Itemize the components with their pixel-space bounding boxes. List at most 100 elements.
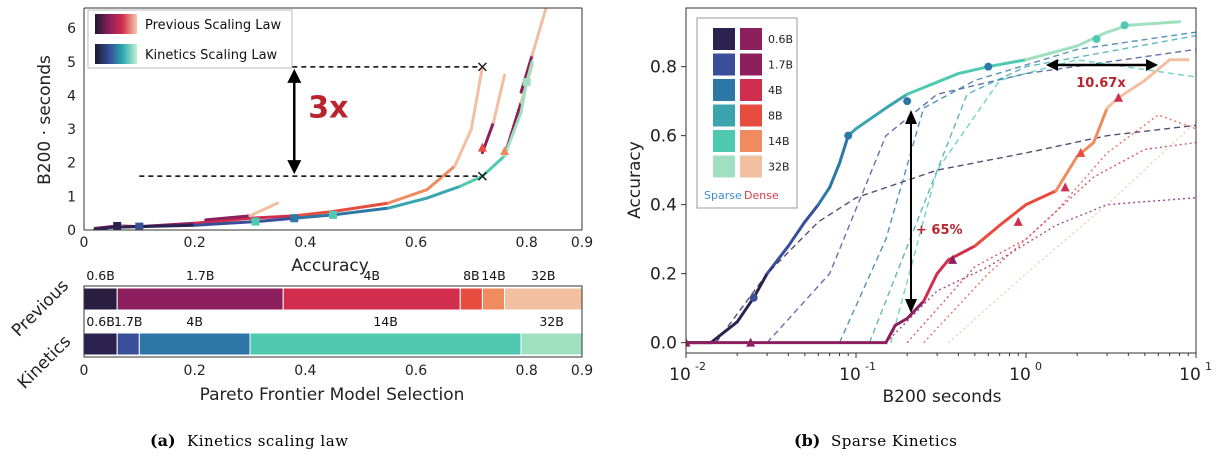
model-segment-previous: [459, 287, 483, 311]
model-segment-previous: [504, 287, 583, 311]
accuracy-point: [1060, 182, 1070, 192]
speedup-3x-label: 3x: [308, 91, 348, 126]
a-x-tick-label: 0.2: [184, 235, 206, 251]
legend-swatch-dense: [740, 28, 762, 50]
bar-frame: [83, 285, 583, 358]
accuracy-point: [686, 337, 691, 347]
accuracy-point: [746, 337, 756, 347]
frontier-line-segment: [905, 72, 960, 96]
frontier-line-segment: [786, 220, 807, 248]
frontier-line-segment: [884, 323, 897, 345]
scaling-line-segment: [519, 80, 529, 114]
b-y-tick-label: 0.6: [650, 127, 677, 147]
model-curve: [885, 197, 1196, 344]
frontier-line-segment: [922, 272, 939, 303]
legend-size-label: 4B: [768, 84, 783, 97]
b-x-tick-exponent: -1: [865, 360, 876, 373]
frontier-line-segment: [1075, 30, 1109, 48]
bar-x-tick-label: 0.2: [184, 363, 206, 379]
segment-label: 4B: [186, 314, 203, 329]
accuracy-point: [1013, 216, 1023, 226]
scaling-line-segment: [254, 216, 296, 224]
scaling-point: [251, 217, 260, 226]
frontier-line-segment: [986, 58, 1028, 69]
frontier-line-segment: [893, 317, 909, 327]
gain-arrow-head-down: [905, 299, 917, 313]
sparse-dense-legend: Sparse Dense 0.6B 1.7B 4B 8B 14B 32B: [696, 17, 798, 209]
scaling-line-segment: [425, 164, 457, 192]
a-y-axis-label: B200 · seconds: [35, 55, 55, 185]
caption-b: (b) Sparse Kinetics: [794, 431, 957, 450]
frontier-line-segment: [1024, 189, 1058, 207]
b-x-tick-base: 10: [669, 365, 691, 385]
model-segment-previous: [83, 287, 118, 311]
a-x-tick-label: 0.9: [571, 235, 593, 251]
b-x-tick-base: 10: [1009, 365, 1031, 385]
legend-label-kinetics: Kinetics Scaling Law: [145, 48, 278, 63]
model-curve: [890, 59, 1196, 343]
a-y-tick-label: 3: [67, 122, 76, 138]
a-x-tick-label: 0.8: [516, 235, 538, 251]
scaling-line-segment: [193, 216, 252, 225]
legend-label-sparse: Sparse: [704, 189, 742, 202]
bar-x-tick-label: 0.6: [405, 363, 427, 379]
segment-label: 14B: [481, 268, 505, 283]
a-x-tick-label: 0.4: [294, 235, 316, 251]
frontier-line-segment: [935, 258, 950, 276]
gain-label: + 65%: [916, 223, 963, 238]
legend-size-label: 1.7B: [768, 59, 793, 72]
a-y-tick-label: 0: [67, 223, 76, 239]
legend-swatch-kinetics: [95, 44, 137, 64]
scaling-line-segment: [292, 213, 335, 220]
b-x-tick-exponent: 1: [1205, 360, 1212, 373]
panel-a-scaling-plot: 3x 0 0.2 0.4 0.6 0.8 0.9 0 1 2 3 4 5 6 Previous Scal…: [35, 7, 593, 276]
scaling-line-segment: [458, 174, 484, 188]
scaling-line-segment: [292, 210, 335, 218]
accuracy-point: [749, 293, 758, 302]
a-y-tick-label: 5: [67, 55, 76, 71]
scaling-point: [500, 145, 510, 155]
legend-swatch-sparse: [713, 79, 735, 101]
model-segment-kinetics: [83, 332, 118, 356]
scaling-point: [477, 142, 487, 152]
accuracy-point: [1120, 21, 1129, 30]
model-segment-kinetics: [249, 332, 522, 356]
scaling-line-segment: [530, 8, 548, 57]
bar-x-tick-label: 0.8: [516, 363, 538, 379]
bar-x-tick-label: 0.4: [294, 363, 316, 379]
scaling-point: [522, 78, 531, 86]
legend-size-label: 32B: [768, 161, 790, 174]
accuracy-point: [948, 254, 958, 264]
frontier-line-segment: [973, 223, 1002, 248]
frontier-line-segment: [1143, 58, 1172, 82]
frontier-line-segment: [854, 106, 888, 131]
model-segment-previous: [481, 287, 506, 311]
scaling-line-segment: [137, 223, 197, 229]
scaling-line-segment: [491, 73, 507, 124]
legend-label-previous: Previous Scaling Law: [145, 18, 281, 33]
legend-swatch-sparse: [713, 28, 735, 50]
legend-size-label: 14B: [768, 135, 790, 148]
scaling-point: [329, 210, 337, 219]
model-curve: [906, 141, 1196, 344]
a-y-tick-label: 1: [67, 189, 76, 205]
b-x-tick-exponent: 0: [1035, 360, 1042, 373]
legend-swatch-dense: [740, 79, 762, 101]
model-segment-previous: [282, 287, 461, 311]
scaling-line-segment: [331, 201, 390, 213]
panel-b-sparse-kinetics: 0.0 0.2 0.4 0.6 0.8 10 -2 10 -1 10 0 10 1 Sparse Den…: [625, 7, 1212, 407]
model-segment-previous: [116, 287, 284, 311]
legend-swatch-dense: [740, 130, 762, 152]
frontier-line-segment: [1126, 20, 1182, 27]
frontier-line-segment: [1054, 154, 1079, 193]
scaling-line-segment: [503, 110, 523, 158]
model-curve: [948, 121, 1196, 344]
segment-label: 1.7B: [114, 314, 142, 329]
frontier-line-segment: [1116, 78, 1147, 100]
scaling-point: [135, 222, 144, 230]
arrow-head-down: [287, 160, 302, 175]
frontier-line-segment: [803, 203, 820, 224]
model-segment-kinetics: [520, 332, 583, 356]
